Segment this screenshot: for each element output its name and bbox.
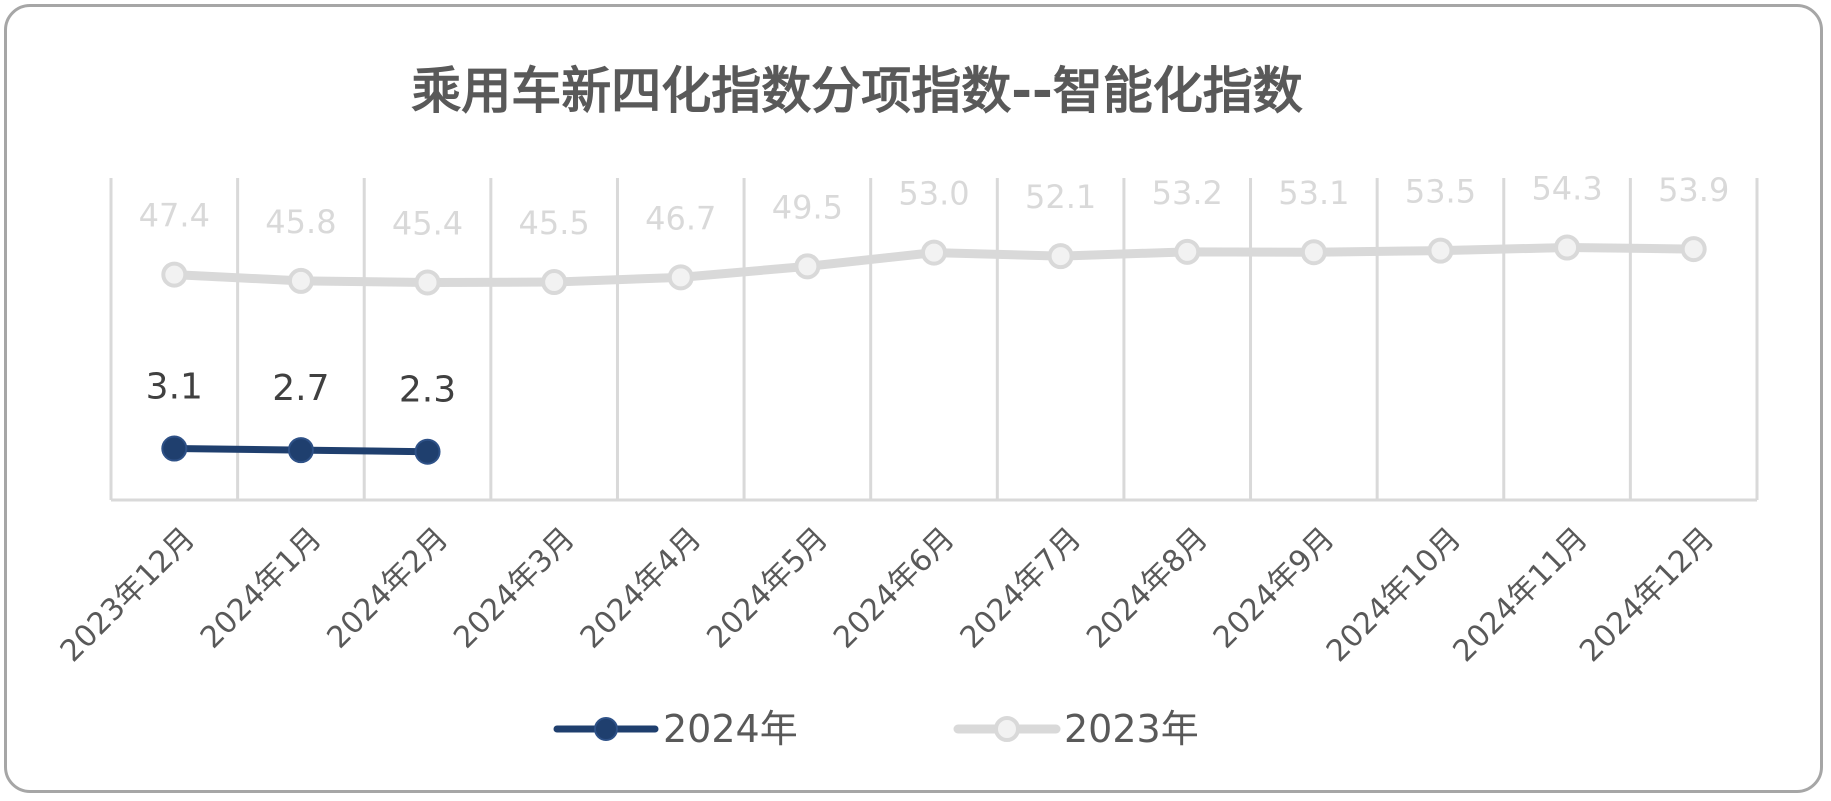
data-point bbox=[1174, 238, 1201, 265]
data-point bbox=[1554, 234, 1581, 261]
data-label: 3.1 bbox=[146, 367, 203, 408]
chart-title: 乘用车新四化指数分项指数--智能化指数 bbox=[411, 62, 1303, 120]
data-label: 53.0 bbox=[898, 175, 969, 213]
data-point bbox=[161, 435, 188, 462]
legend-label: 2023年 bbox=[1064, 707, 1199, 751]
data-label: 53.1 bbox=[1278, 174, 1349, 212]
x-tick-label: 2024年8月 bbox=[1080, 521, 1215, 656]
x-tick-label: 2024年5月 bbox=[700, 521, 835, 656]
x-tick-label: 2024年7月 bbox=[954, 521, 1089, 656]
series-2024年 bbox=[161, 435, 441, 465]
data-label: 47.4 bbox=[139, 197, 210, 235]
data-label: 53.5 bbox=[1405, 173, 1476, 211]
legend-item: 2023年 bbox=[953, 707, 1199, 751]
x-tick-label: 2024年2月 bbox=[321, 521, 456, 656]
legend-marker bbox=[994, 716, 1020, 742]
data-label: 49.5 bbox=[772, 188, 843, 226]
data-label: 52.1 bbox=[1025, 178, 1096, 216]
series-layer bbox=[161, 234, 1707, 465]
x-tick-label: 2024年6月 bbox=[827, 521, 962, 656]
grid-lines bbox=[109, 178, 1759, 502]
data-point bbox=[541, 269, 568, 296]
data-point bbox=[414, 269, 441, 296]
data-label: 2.3 bbox=[399, 370, 456, 411]
legend: 2024年 2023年 bbox=[553, 707, 1199, 751]
data-label: 53.9 bbox=[1658, 171, 1729, 209]
x-tick-label: 2024年1月 bbox=[194, 521, 329, 656]
x-axis-tick-labels: 2023年12月2024年1月2024年2月2024年3月2024年4月2024… bbox=[54, 521, 1722, 669]
x-tick-label: 2024年9月 bbox=[1207, 521, 1342, 656]
data-label: 53.2 bbox=[1152, 174, 1223, 212]
series-2023年 bbox=[161, 234, 1707, 296]
data-point bbox=[794, 253, 821, 280]
data-label: 45.4 bbox=[392, 204, 463, 242]
data-point bbox=[414, 438, 441, 465]
x-tick-label: 2024年4月 bbox=[574, 521, 709, 656]
data-point bbox=[161, 261, 188, 288]
x-tick-label: 2024年3月 bbox=[447, 521, 582, 656]
data-point bbox=[287, 437, 314, 464]
data-label: 46.7 bbox=[645, 199, 716, 237]
legend-label: 2024年 bbox=[663, 707, 798, 751]
data-label: 45.5 bbox=[519, 204, 590, 242]
data-point bbox=[1680, 236, 1707, 263]
x-tick-label: 2023年12月 bbox=[54, 521, 202, 669]
data-label: 54.3 bbox=[1531, 170, 1602, 208]
chart-frame bbox=[4, 4, 1823, 793]
data-labels: 47.4 45.8 45.4 45.5 46.7 49.5 53.0 52.1 53.2 53.1… bbox=[139, 170, 1730, 411]
data-point bbox=[1300, 239, 1327, 266]
data-label: 2.7 bbox=[272, 368, 329, 409]
legend-item: 2024年 bbox=[553, 707, 798, 751]
data-point bbox=[921, 239, 947, 266]
data-point bbox=[667, 264, 694, 291]
data-point bbox=[1047, 243, 1074, 270]
x-tick-label: 2024年10月 bbox=[1320, 521, 1468, 669]
data-point bbox=[287, 267, 314, 294]
legend-marker bbox=[594, 717, 618, 741]
x-tick-label: 2024年11月 bbox=[1447, 521, 1595, 669]
data-label: 45.8 bbox=[265, 203, 336, 241]
data-point bbox=[1427, 237, 1454, 264]
x-tick-label: 2024年12月 bbox=[1573, 521, 1721, 669]
